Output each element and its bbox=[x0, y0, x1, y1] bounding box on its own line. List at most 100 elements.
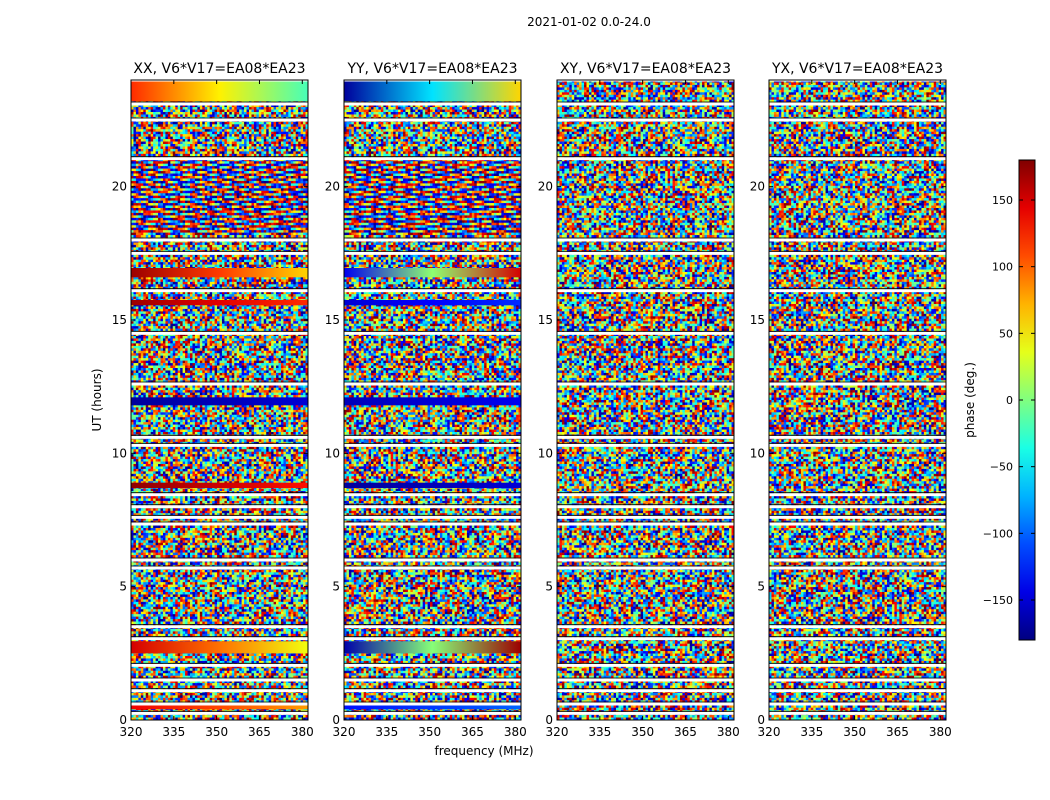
x-tick-label: 365 bbox=[886, 725, 909, 739]
flag-gap bbox=[769, 679, 946, 682]
flag-gap bbox=[557, 436, 734, 439]
x-tick-label: 350 bbox=[418, 725, 441, 739]
flag-gap bbox=[557, 239, 734, 242]
flag-gap bbox=[769, 703, 946, 706]
x-tick-label: 380 bbox=[291, 725, 314, 739]
y-tick-label: 20 bbox=[325, 180, 340, 194]
flag-gap bbox=[769, 567, 946, 570]
flag-gap bbox=[344, 625, 521, 628]
flag-gap bbox=[344, 712, 521, 715]
flag-gap bbox=[131, 239, 308, 242]
flag-gap bbox=[131, 119, 308, 122]
flag-gap bbox=[344, 679, 521, 682]
flag-gap bbox=[769, 119, 946, 122]
flag-gap bbox=[131, 516, 308, 519]
flag-gap bbox=[344, 444, 521, 447]
flag-gap bbox=[131, 157, 308, 160]
y-tick-label: 20 bbox=[750, 180, 765, 194]
flag-gap bbox=[344, 289, 521, 292]
coherent-band bbox=[131, 705, 308, 709]
flag-gap bbox=[769, 516, 946, 519]
flag-gap bbox=[769, 505, 946, 508]
flag-gap bbox=[344, 664, 521, 667]
y-tick-label: 15 bbox=[538, 313, 553, 327]
coherent-band bbox=[344, 641, 521, 653]
x-tick-label: 320 bbox=[758, 725, 781, 739]
flag-gap bbox=[769, 436, 946, 439]
panel-title: XX, V6*V17=EA08*EA23 bbox=[133, 61, 305, 77]
flag-gap bbox=[557, 625, 734, 628]
flag-gap bbox=[557, 559, 734, 562]
flag-gap bbox=[344, 383, 521, 386]
flag-gap bbox=[131, 493, 308, 496]
colorbar-tick-label: 150 bbox=[992, 194, 1013, 207]
flag-gap bbox=[557, 703, 734, 706]
flag-gap bbox=[344, 559, 521, 562]
colorbar-label: phase (deg.) bbox=[963, 362, 977, 438]
y-tick-label: 15 bbox=[750, 313, 765, 327]
coherent-band bbox=[131, 300, 308, 305]
coherent-band bbox=[344, 268, 521, 277]
coherent-band bbox=[344, 483, 521, 488]
y-tick-label: 10 bbox=[750, 446, 765, 460]
flag-gap bbox=[557, 516, 734, 519]
flag-gap bbox=[131, 689, 308, 692]
flag-gap bbox=[769, 712, 946, 715]
flag-gap bbox=[344, 103, 521, 106]
flag-gap bbox=[131, 679, 308, 682]
panel-title: YX, V6*V17=EA08*EA23 bbox=[771, 61, 943, 77]
figure-suptitle: 2021-01-02 0.0-24.0 bbox=[527, 15, 651, 29]
flag-gap bbox=[769, 103, 946, 106]
flag-gap bbox=[131, 444, 308, 447]
flag-gap bbox=[769, 252, 946, 255]
flag-gap bbox=[769, 289, 946, 292]
y-tick-label: 10 bbox=[538, 446, 553, 460]
colorbar-tick-label: −50 bbox=[990, 461, 1013, 474]
flag-gap bbox=[769, 157, 946, 160]
flag-gap bbox=[769, 523, 946, 526]
y-tick-label: 15 bbox=[112, 313, 127, 327]
flag-gap bbox=[344, 239, 521, 242]
flag-gap bbox=[769, 383, 946, 386]
flag-gap bbox=[769, 664, 946, 667]
panel-heatmap bbox=[557, 78, 734, 720]
flag-gap bbox=[557, 252, 734, 255]
flag-gap bbox=[769, 637, 946, 640]
flag-gap bbox=[344, 436, 521, 439]
x-tick-label: 365 bbox=[461, 725, 484, 739]
y-tick-label: 5 bbox=[757, 580, 765, 594]
coherent-band bbox=[344, 81, 521, 101]
flag-gap bbox=[344, 493, 521, 496]
flag-gap bbox=[769, 559, 946, 562]
coherent-band bbox=[131, 641, 308, 653]
x-tick-label: 335 bbox=[800, 725, 823, 739]
flag-gap bbox=[344, 119, 521, 122]
y-tick-label: 5 bbox=[119, 580, 127, 594]
y-tick-label: 0 bbox=[545, 713, 553, 727]
panel-title: YY, V6*V17=EA08*EA23 bbox=[346, 61, 517, 77]
flag-gap bbox=[557, 712, 734, 715]
x-tick-label: 335 bbox=[375, 725, 398, 739]
flag-gap bbox=[557, 332, 734, 335]
flag-gap bbox=[344, 689, 521, 692]
flag-gap bbox=[131, 523, 308, 526]
flag-gap bbox=[769, 625, 946, 628]
flag-gap bbox=[344, 252, 521, 255]
coherent-band bbox=[344, 300, 521, 305]
flag-gap bbox=[769, 493, 946, 496]
x-tick-label: 335 bbox=[588, 725, 611, 739]
x-tick-label: 320 bbox=[120, 725, 143, 739]
flag-gap bbox=[131, 332, 308, 335]
flag-gap bbox=[557, 505, 734, 508]
x-tick-label: 365 bbox=[674, 725, 697, 739]
x-tick-label: 350 bbox=[205, 725, 228, 739]
y-tick-label: 5 bbox=[332, 580, 340, 594]
panel-heatmap bbox=[131, 78, 308, 720]
flag-gap bbox=[131, 289, 308, 292]
flag-gap bbox=[557, 679, 734, 682]
flag-gap bbox=[131, 625, 308, 628]
